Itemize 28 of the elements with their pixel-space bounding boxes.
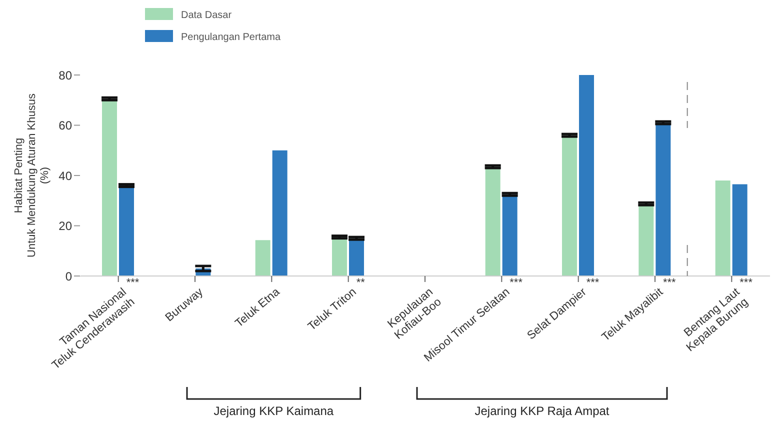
bar xyxy=(255,240,270,276)
bar xyxy=(272,150,288,276)
bar xyxy=(502,194,518,276)
annotation: ** xyxy=(356,277,366,289)
bar xyxy=(349,238,364,276)
annotation: *** xyxy=(510,277,524,289)
annotation: *** xyxy=(663,277,677,289)
bar xyxy=(715,180,730,276)
y-tick-label: 20 xyxy=(58,219,72,234)
y-tick-label: 40 xyxy=(58,168,72,183)
y-tick-label: 60 xyxy=(58,118,72,133)
y-axis-title: Habitat Penting Untuk Mendukung Aturan Khusus (%) xyxy=(13,93,51,258)
y-tick-label: 0 xyxy=(65,269,72,284)
legend-label: Pengulangan Pertama xyxy=(181,32,281,43)
bar xyxy=(332,237,347,276)
text: Jejaring KKP Kaimana xyxy=(214,404,334,418)
annotation: *** xyxy=(586,277,600,289)
y-tick-label: 80 xyxy=(58,68,72,82)
bar xyxy=(119,186,134,276)
bar xyxy=(579,75,594,276)
bar xyxy=(656,122,671,276)
bar xyxy=(732,184,748,276)
legend-label: Data Dasar xyxy=(181,10,232,21)
bar xyxy=(562,135,577,276)
annotation: *** xyxy=(740,277,754,289)
annotation: *** xyxy=(126,277,140,289)
text: Jejaring KKP Raja Ampat xyxy=(474,404,610,418)
bar xyxy=(485,166,500,276)
